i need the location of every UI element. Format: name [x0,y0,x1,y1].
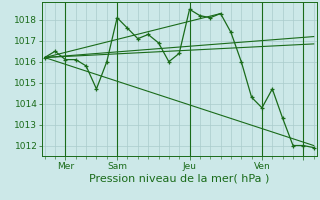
X-axis label: Pression niveau de la mer( hPa ): Pression niveau de la mer( hPa ) [89,173,269,183]
